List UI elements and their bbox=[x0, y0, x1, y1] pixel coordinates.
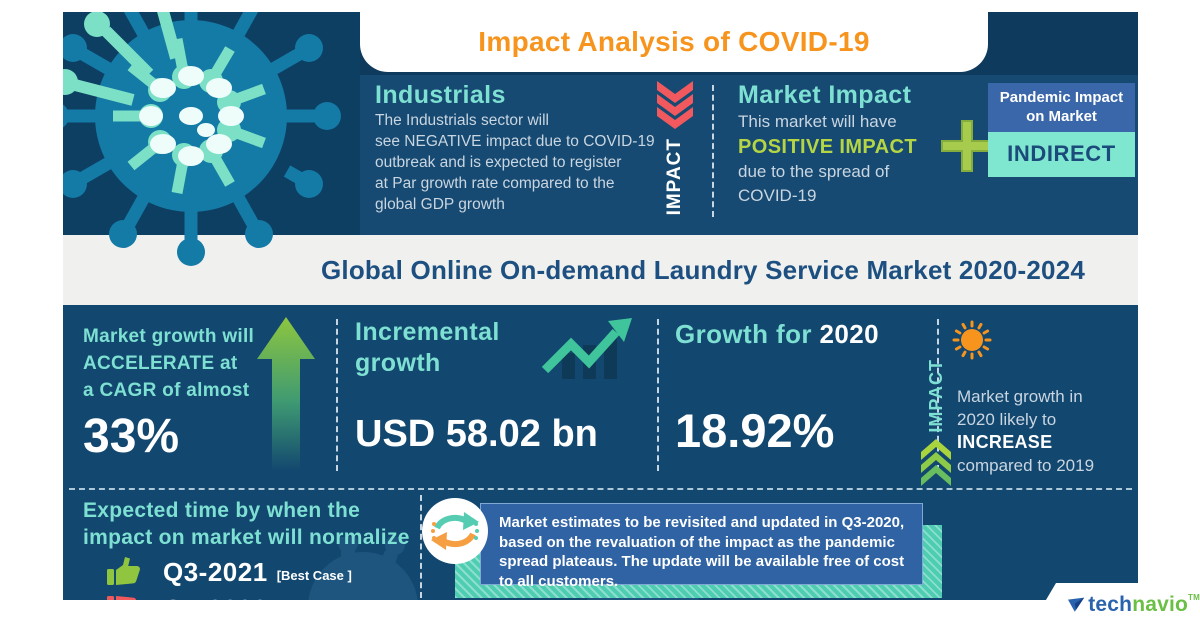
market-title-band: Global Online On-demand Laundry Service … bbox=[63, 235, 1138, 305]
impact-2020-line: Market growth in bbox=[957, 387, 1083, 406]
growth-year-label: 2020 bbox=[819, 319, 879, 349]
cagr-line: Market growth will bbox=[83, 326, 255, 347]
market-impact-block: Market Impact This market will have POSI… bbox=[738, 81, 917, 208]
note-line: based on the revaluation of the impact a… bbox=[499, 533, 895, 551]
incremental-heading-line: Incremental bbox=[355, 318, 500, 346]
market-update-note: Market estimates to be revisited and upd… bbox=[480, 503, 923, 590]
brand-text: technavioTM bbox=[1088, 593, 1200, 617]
banner-title: Impact Analysis of COVID-19 bbox=[478, 26, 870, 57]
market-title: Global Online On-demand Laundry Service … bbox=[321, 254, 1086, 285]
vertical-dashed-divider bbox=[336, 319, 338, 471]
cagr-line: a CAGR of almost bbox=[83, 380, 250, 401]
impact-indicator-column: IMPACT bbox=[656, 81, 694, 215]
worst-case-row: Q1-2022 [Worst Case] bbox=[105, 593, 410, 600]
trend-line-icon bbox=[540, 317, 635, 386]
growth-for-label: Growth for bbox=[675, 319, 812, 349]
top-banner-strip: Impact Analysis of COVID-19 bbox=[360, 12, 1138, 75]
brand-navio: navio bbox=[1132, 593, 1189, 616]
growth-2020-heading: Growth for 2020 bbox=[675, 319, 879, 350]
pandemic-impact-header: Pandemic Impact on Market bbox=[988, 83, 1135, 132]
virus-orange-icon bbox=[951, 319, 993, 366]
impact-vertical-label: IMPACT bbox=[664, 138, 685, 216]
growth-2020-value: 18.92% bbox=[675, 404, 835, 457]
sector-impact-section: Industrials The Industrials sector will … bbox=[360, 75, 1138, 235]
market-impact-heading: Market Impact bbox=[738, 81, 912, 109]
impact-indicator-column: IMPACT bbox=[921, 359, 951, 486]
industrials-block: Industrials The Industrials sector will … bbox=[375, 81, 655, 215]
chevrons-down-icon bbox=[657, 81, 693, 129]
best-case-label: [Best Case ] bbox=[276, 567, 352, 583]
thumbs-up-icon bbox=[107, 557, 140, 585]
note-line: to all customers. bbox=[499, 572, 619, 590]
industrials-heading: Industrials bbox=[375, 81, 506, 109]
impact-2020-line: compared to 2019 bbox=[957, 456, 1095, 475]
industrials-body-line: global GDP growth bbox=[375, 196, 505, 213]
thumbs-down-icon bbox=[107, 596, 137, 600]
market-impact-line: due to the spread of bbox=[738, 162, 890, 181]
best-case-row: Q3-2021 [Best Case ] bbox=[105, 556, 410, 588]
technavio-plane-icon bbox=[1068, 597, 1085, 612]
incremental-value: USD 58.02 bn bbox=[355, 413, 598, 455]
vertical-dashed-divider bbox=[937, 319, 939, 471]
incremental-heading-line: growth bbox=[355, 349, 441, 377]
worst-case-quarter: Q1-2022 bbox=[163, 594, 268, 601]
market-impact-line: This market will have bbox=[738, 112, 897, 131]
statistics-section: Market growth will ACCELERATE at a CAGR … bbox=[63, 305, 1138, 600]
chevrons-up-icon bbox=[921, 438, 951, 486]
brand-tech: tech bbox=[1088, 593, 1133, 616]
vertical-dashed-divider bbox=[712, 85, 714, 217]
pandemic-header-line: on Market bbox=[1026, 108, 1097, 125]
impact-analysis-banner: Impact Analysis of COVID-19 bbox=[360, 12, 988, 72]
vertical-dashed-divider bbox=[420, 495, 422, 598]
industrials-body-line: The Industrials sector will bbox=[375, 112, 550, 129]
note-line: Market estimates to be revisited and upd… bbox=[499, 514, 905, 531]
industrials-body-line: see NEGATIVE impact due to COVID-19 bbox=[375, 133, 655, 150]
coronavirus-icon bbox=[41, 0, 360, 266]
incremental-growth-stat: Incremental growth bbox=[355, 317, 500, 379]
pandemic-header-line: Pandemic Impact bbox=[999, 89, 1124, 106]
normalize-heading-line: impact on market will normalize bbox=[83, 526, 410, 549]
technavio-logo: technavioTM bbox=[1030, 583, 1200, 627]
cagr-value: 33% bbox=[83, 410, 180, 463]
horizontal-dashed-divider bbox=[69, 488, 1132, 490]
plus-icon bbox=[938, 117, 996, 180]
brand-trademark: TM bbox=[1188, 593, 1200, 602]
best-case-quarter: Q3-2021 bbox=[163, 556, 268, 587]
worst-case-label: [Worst Case] bbox=[277, 599, 357, 601]
industrials-body-line: outbreak and is expected to register bbox=[375, 154, 622, 171]
impact-2020-line: 2020 likely to bbox=[957, 410, 1057, 429]
impact-2020-text: Market growth in 2020 likely to INCREASE… bbox=[957, 385, 1094, 477]
pandemic-impact-box: Pandemic Impact on Market INDIRECT bbox=[988, 83, 1135, 177]
positive-impact-text: POSITIVE IMPACT bbox=[738, 136, 917, 158]
increase-text: INCREASE bbox=[957, 432, 1053, 452]
cagr-stat: Market growth will ACCELERATE at a CAGR … bbox=[83, 323, 254, 464]
normalize-block: Expected time by when the impact on mark… bbox=[83, 497, 410, 600]
content-canvas: Impact Analysis of COVID-19 Industrials … bbox=[41, 0, 1138, 600]
industrials-body-line: at Par growth rate compared to the bbox=[375, 175, 615, 192]
coronavirus-illustration bbox=[41, 0, 360, 293]
impact-vertical-label: IMPACT bbox=[925, 359, 946, 433]
normalize-heading-line: Expected time by when the bbox=[83, 499, 361, 522]
pandemic-impact-value: INDIRECT bbox=[988, 132, 1135, 177]
cagr-line: ACCELERATE at bbox=[83, 353, 238, 374]
refresh-icon bbox=[421, 497, 489, 570]
note-line: spread plateaus. The update will be avai… bbox=[499, 553, 905, 570]
vertical-dashed-divider bbox=[657, 319, 659, 471]
growth-arrow-up-icon bbox=[255, 315, 317, 478]
market-impact-line: COVID-19 bbox=[738, 186, 817, 205]
